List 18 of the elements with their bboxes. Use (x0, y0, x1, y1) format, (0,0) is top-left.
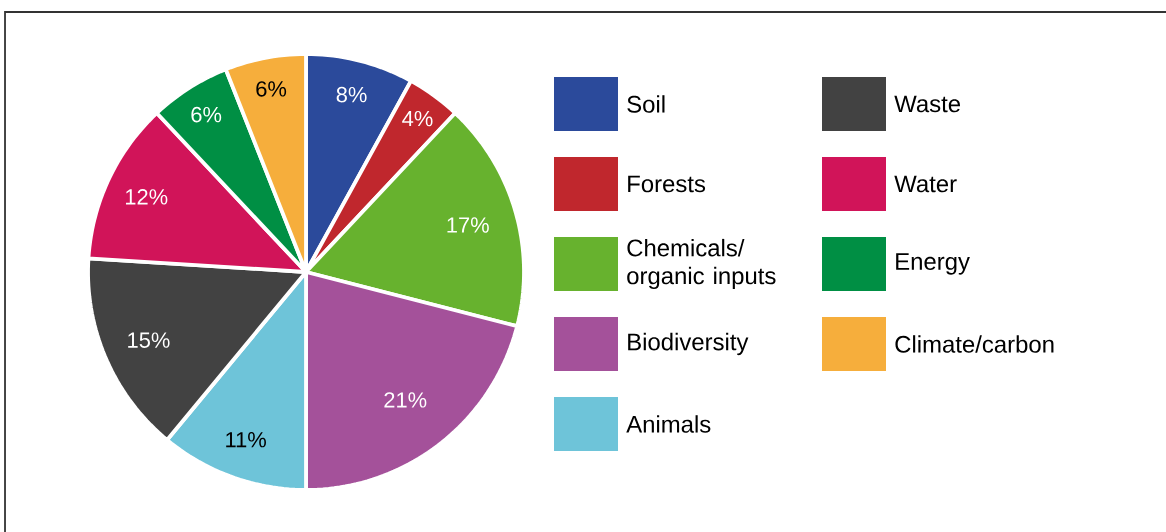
legend-label: Biodiversity (628, 332, 749, 356)
legend-label: Climate/carbon (895, 335, 1054, 353)
legend-label: Water (894, 175, 957, 193)
data-label: 6% (191, 106, 222, 123)
data-label: 21% (384, 392, 427, 408)
legend-label: Soil (627, 95, 665, 113)
legend-label: Animals (626, 415, 711, 433)
data-label: 4% (402, 110, 433, 127)
legend-label: Forests (628, 175, 706, 193)
legend-label: Chemicals/organic inputs (627, 238, 776, 290)
data-label: 12% (125, 189, 168, 205)
legend-label: Waste (894, 95, 961, 113)
legend-label: Energy (896, 253, 970, 275)
data-label: 11% (226, 432, 266, 448)
data-label: 8% (336, 86, 367, 103)
data-label: 17% (447, 217, 489, 233)
data-label: 15% (128, 332, 170, 348)
data-label: 6% (256, 81, 287, 97)
